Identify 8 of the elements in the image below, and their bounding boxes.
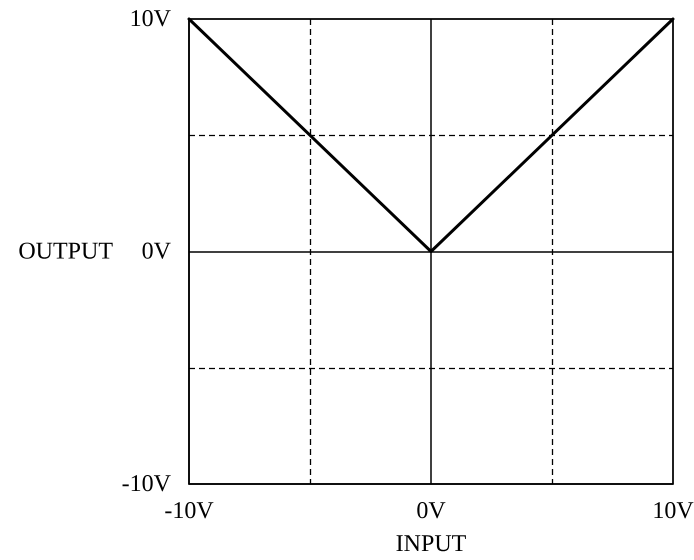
y-axis-title: OUTPUT <box>18 238 114 264</box>
x-tick-label: -10V <box>164 498 214 524</box>
y-tick-label: 0V <box>142 238 172 264</box>
x-tick-label: 10V <box>652 498 694 524</box>
x-axis-title: INPUT <box>396 531 467 557</box>
y-tick-label: -10V <box>122 471 172 497</box>
y-tick-label: 10V <box>130 6 172 32</box>
x-tick-label: 0V <box>416 498 446 524</box>
